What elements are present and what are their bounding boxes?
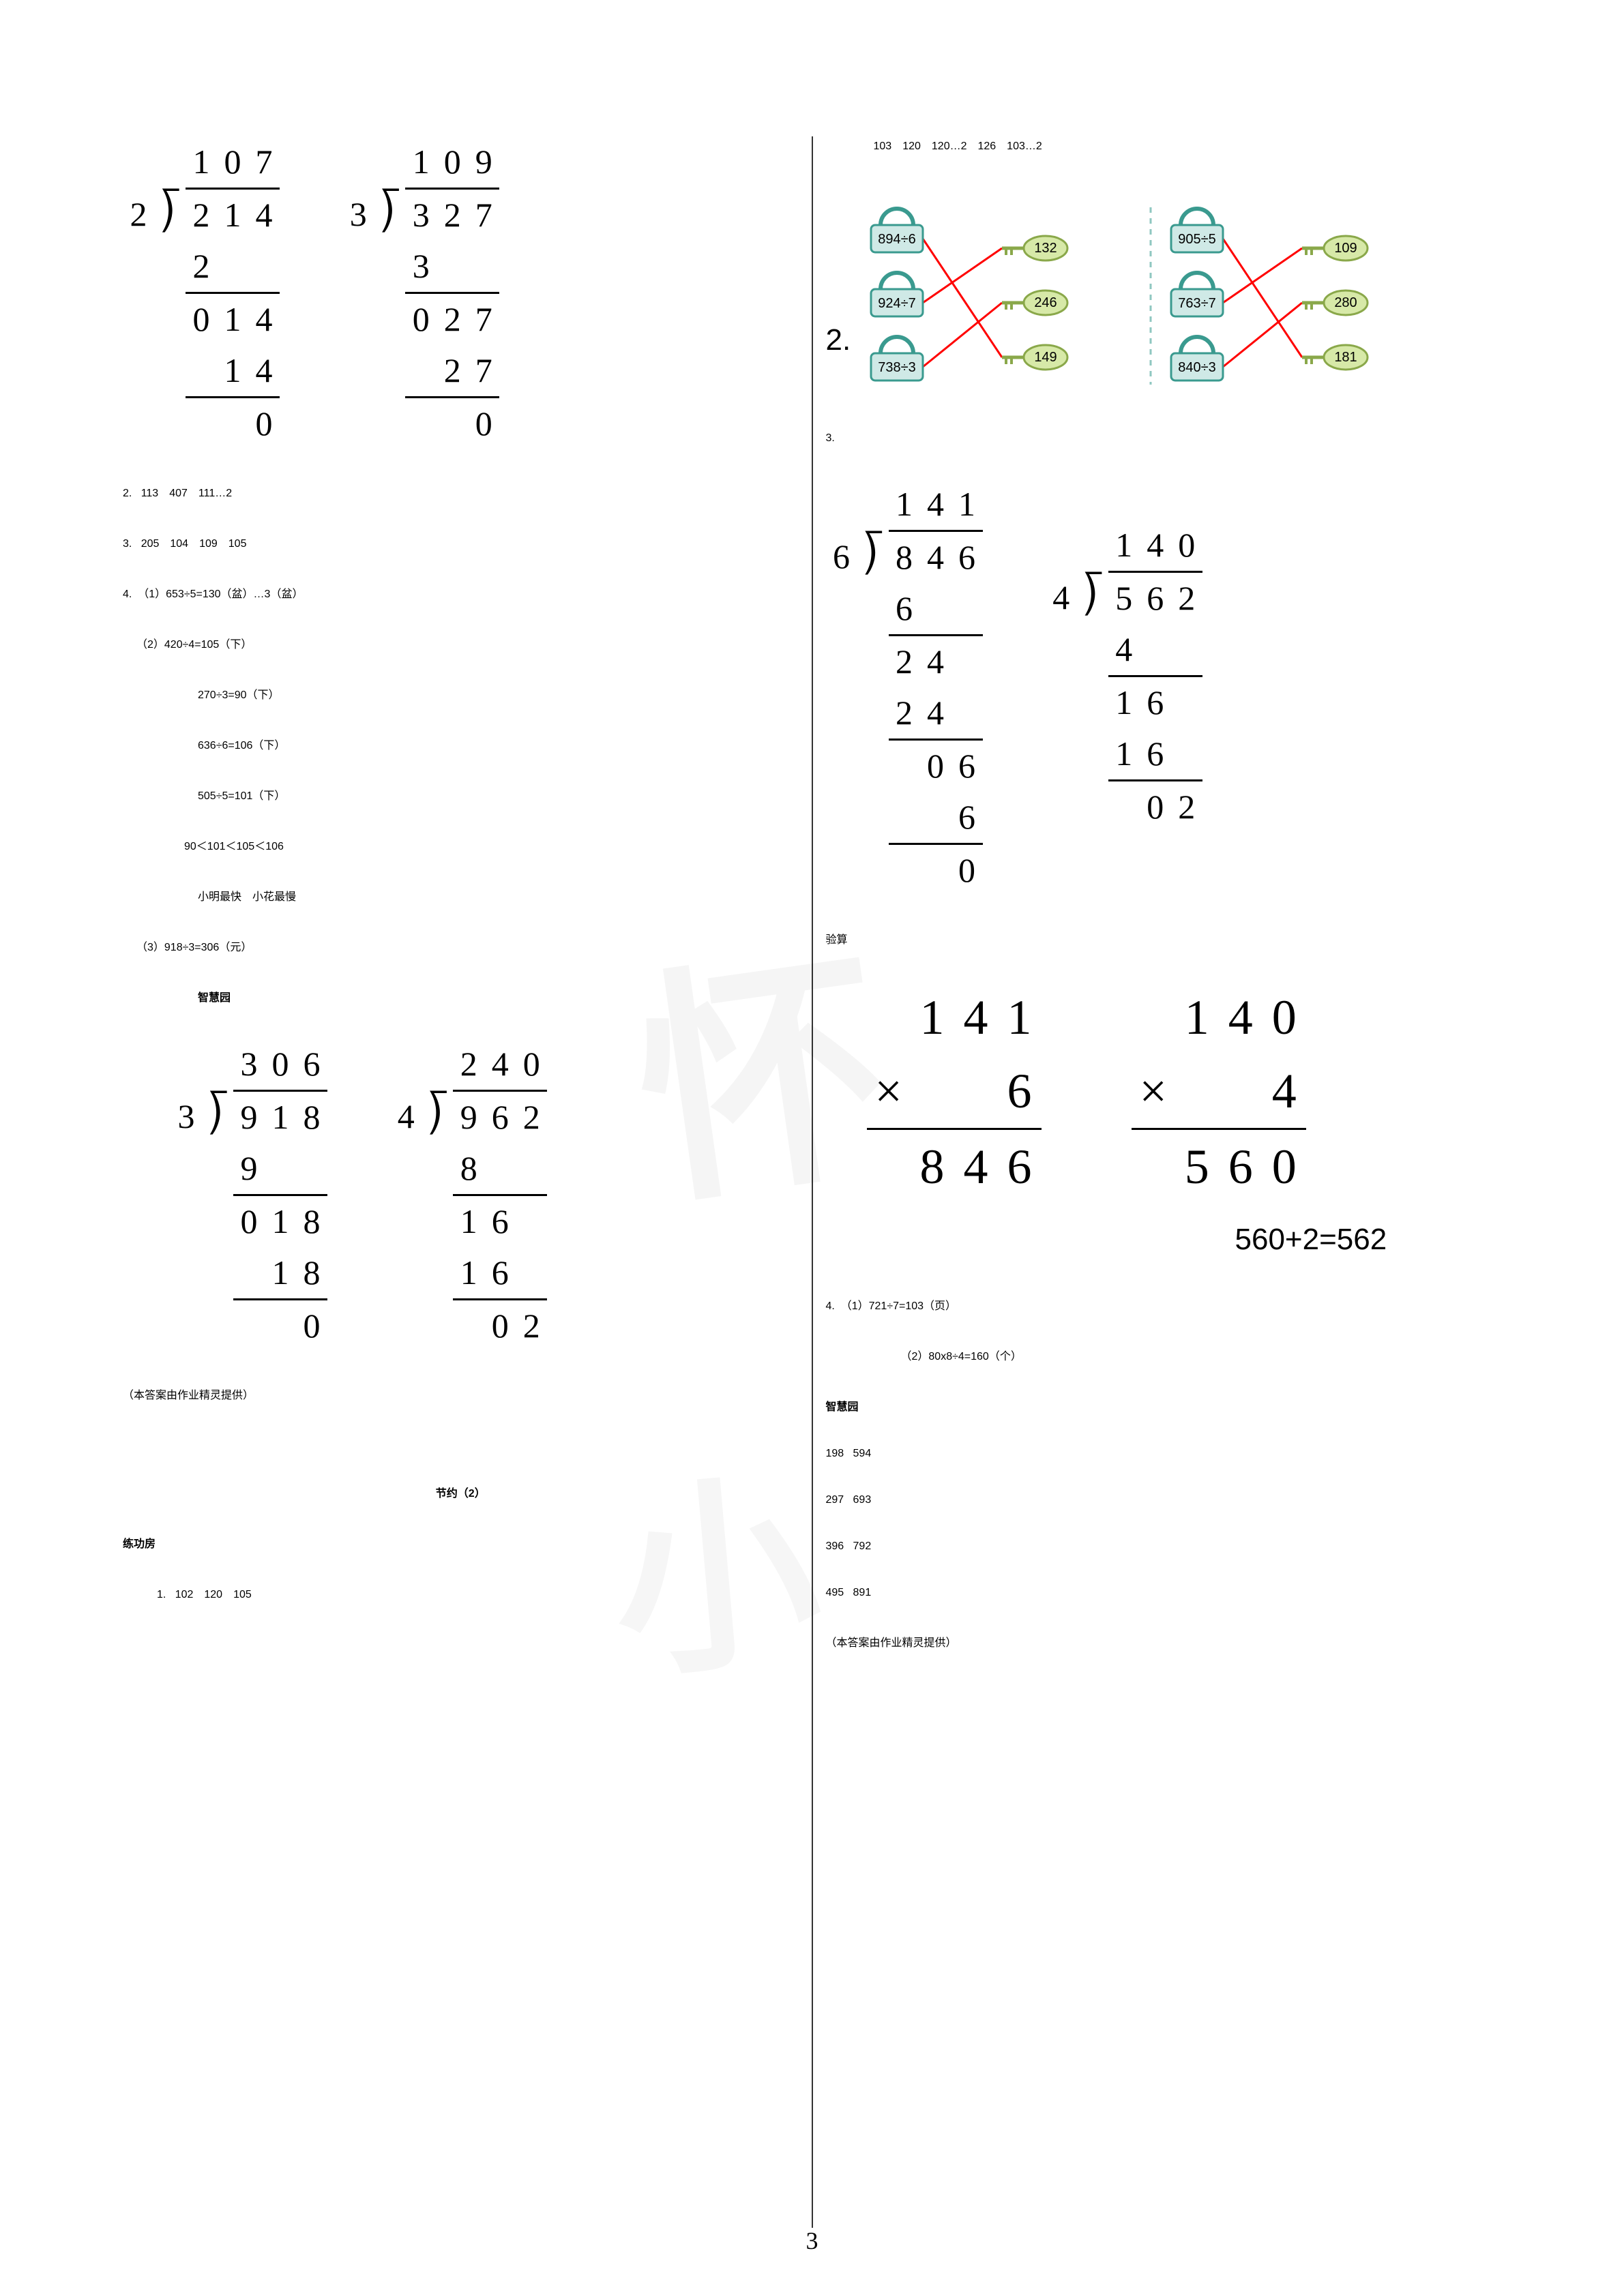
check-label: 验算 — [826, 930, 1502, 946]
svg-text:840÷3: 840÷3 — [1178, 360, 1215, 375]
svg-text:149: 149 — [1035, 350, 1057, 365]
multiplication-pair: 141×6846 140×4560 560+2=562 — [826, 981, 1502, 1262]
label: 1. — [157, 1589, 166, 1600]
mul-1: 141×6846 — [867, 1028, 1123, 1061]
answer-row-4g: 小明最快 小花最慢 — [123, 887, 799, 904]
answer-row-r4b: （2）80x8÷4=160（个） — [826, 1347, 1502, 1363]
longdiv-6: 1404⟌5624161602 — [1046, 520, 1202, 833]
answer-row-3: 3. 205 104 109 105 — [123, 534, 799, 550]
section-title-jieyue2: 节约（2） — [123, 1484, 799, 1500]
locks-diagram: 2. 894÷6 924÷7 738÷3 132 246 149 905÷5 763÷7 840… — [826, 187, 1502, 405]
values: 102 120 105 — [175, 1589, 252, 1600]
label: 2. — [826, 323, 851, 357]
longdiv-pair-3: 1416⟌846624240660 1404⟌5624161602 — [826, 479, 1502, 896]
answer-row-2: 2. 113 407 111…2 — [123, 483, 799, 500]
label: 4. — [826, 1300, 835, 1312]
svg-text:109: 109 — [1335, 241, 1357, 256]
grid-row: 396 792 — [826, 1540, 1502, 1553]
grid-row: 198 594 — [826, 1448, 1502, 1460]
answer-row-r1b: 103 120 120…2 126 103…2 — [826, 136, 1502, 153]
answer-row-r4a: 4. （1）721÷7=103（页） — [826, 1296, 1502, 1313]
page-number: 3 — [806, 2226, 818, 2255]
svg-text:738÷3: 738÷3 — [878, 360, 915, 375]
longdiv-2: 1093⟌3273027270 — [342, 136, 499, 449]
label: 2. — [123, 488, 132, 499]
locks-svg: 894÷6 924÷7 738÷3 132 246 149 905÷5 763÷7 840÷3 1… — [864, 187, 1478, 405]
svg-text:181: 181 — [1335, 350, 1357, 365]
svg-text:763÷7: 763÷7 — [1178, 296, 1215, 311]
svg-text:280: 280 — [1335, 295, 1357, 310]
answer-row-4f: 90＜101＜105＜106 — [123, 837, 799, 853]
page: 1072⟌2142014140 1093⟌3273027270 2. 113 4… — [0, 0, 1624, 2296]
credit-line: （本答案由作业精灵提供） — [123, 1386, 799, 1402]
answer-row-4h: （3）918÷3=306（元） — [123, 938, 799, 954]
mul-2: 140×4560 — [1132, 1028, 1388, 1061]
grid-row: 297 693 — [826, 1494, 1502, 1506]
longdiv-1: 1072⟌2142014140 — [123, 136, 280, 449]
answer-row-r1: 1. 102 120 105 — [123, 1585, 799, 1601]
svg-text:905÷5: 905÷5 — [1178, 232, 1215, 247]
answer-row-4e: 505÷5=101（下） — [123, 786, 799, 803]
answer-row-4a: 4. （1）653÷5=130（盆）…3（盆） — [123, 584, 799, 601]
mul2-extra: 560+2=562 — [867, 1217, 1502, 1262]
svg-text:924÷7: 924÷7 — [878, 296, 915, 311]
label: 3. — [123, 538, 132, 550]
svg-text:894÷6: 894÷6 — [878, 232, 915, 247]
longdiv-pair-2: 3063⟌9189018180 2404⟌9628161602 — [123, 1039, 799, 1352]
answer-row-r3-label: 3. — [826, 432, 1502, 445]
answer-row-4d: 636÷6=106（下） — [123, 736, 799, 752]
number-grid: 198 594 297 693 396 792 495 891 — [826, 1448, 1502, 1599]
longdiv-5: 1416⟌846624240660 — [826, 479, 983, 896]
section-title-zhihuiyuan-2: 智慧园 — [826, 1397, 1502, 1414]
section-title-zhihuiyuan: 智慧园 — [123, 988, 799, 1004]
section-title-lianfang: 练功房 — [123, 1534, 799, 1551]
svg-text:132: 132 — [1035, 241, 1057, 256]
longdiv-3: 3063⟌9189018180 — [171, 1039, 327, 1352]
label: 4. — [123, 588, 132, 600]
longdiv-4: 2404⟌9628161602 — [390, 1039, 547, 1352]
svg-text:246: 246 — [1035, 295, 1057, 310]
values: （1）653÷5=130（盆）…3（盆） — [138, 588, 303, 600]
longdiv-pair-1: 1072⟌2142014140 1093⟌3273027270 — [123, 136, 799, 449]
grid-row: 495 891 — [826, 1587, 1502, 1599]
credit-line-2: （本答案由作业精灵提供） — [826, 1633, 1502, 1650]
answer-row-4b: （2）420÷4=105（下） — [123, 635, 799, 651]
answer-row-4c: 270÷3=90（下） — [123, 685, 799, 702]
values: 205 104 109 105 — [141, 538, 247, 550]
values: 113 407 111…2 — [141, 488, 232, 499]
values: （1）721÷7=103（页） — [841, 1300, 956, 1312]
